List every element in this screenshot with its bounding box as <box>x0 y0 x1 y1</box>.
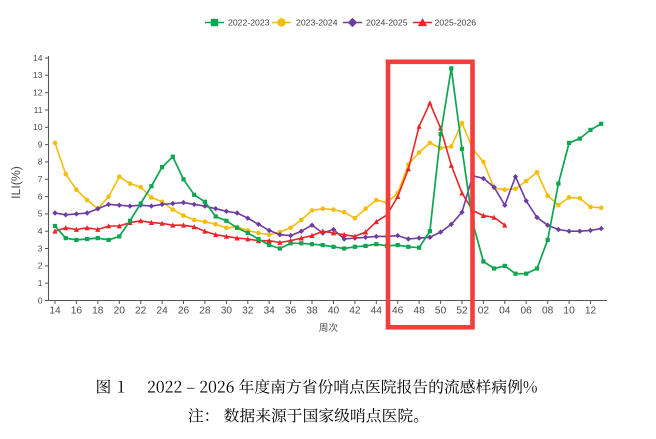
svg-text:13: 13 <box>33 70 43 80</box>
svg-text:5: 5 <box>38 209 43 219</box>
svg-text:14: 14 <box>33 53 43 63</box>
svg-text:2022-2023: 2022-2023 <box>228 18 270 28</box>
svg-text:06: 06 <box>521 306 533 317</box>
svg-text:24: 24 <box>156 306 168 317</box>
svg-text:3: 3 <box>38 243 43 253</box>
svg-text:2023-2024: 2023-2024 <box>296 18 338 28</box>
svg-text:50: 50 <box>435 306 447 317</box>
svg-text:46: 46 <box>392 306 404 317</box>
svg-text:42: 42 <box>349 306 361 317</box>
svg-text:4: 4 <box>38 226 43 236</box>
svg-text:8: 8 <box>38 157 43 167</box>
svg-text:04: 04 <box>499 306 511 317</box>
svg-text:30: 30 <box>221 306 233 317</box>
svg-text:18: 18 <box>92 306 104 317</box>
svg-text:14: 14 <box>49 306 61 317</box>
svg-text:12: 12 <box>585 306 597 317</box>
svg-text:0: 0 <box>38 295 43 305</box>
svg-text:20: 20 <box>114 306 126 317</box>
svg-text:2: 2 <box>38 261 43 271</box>
svg-text:10: 10 <box>33 122 43 132</box>
svg-text:34: 34 <box>264 306 276 317</box>
svg-text:2024-2025: 2024-2025 <box>366 18 408 28</box>
svg-text:38: 38 <box>306 306 318 317</box>
svg-text:08: 08 <box>542 306 554 317</box>
svg-text:ILI(%): ILI(%) <box>9 166 23 199</box>
svg-text:26: 26 <box>178 306 190 317</box>
svg-text:32: 32 <box>242 306 254 317</box>
svg-text:7: 7 <box>38 174 43 184</box>
svg-text:12: 12 <box>33 88 43 98</box>
svg-text:1: 1 <box>38 278 43 288</box>
svg-text:02: 02 <box>478 306 490 317</box>
svg-text:48: 48 <box>413 306 425 317</box>
svg-text:10: 10 <box>563 306 575 317</box>
svg-text:2025-2026: 2025-2026 <box>435 18 477 28</box>
svg-text:28: 28 <box>199 306 211 317</box>
svg-text:11: 11 <box>34 105 43 115</box>
svg-text:6: 6 <box>38 191 43 201</box>
svg-text:9: 9 <box>38 139 43 149</box>
svg-text:16: 16 <box>71 306 83 317</box>
svg-text:44: 44 <box>371 306 383 317</box>
svg-text:52: 52 <box>456 306 468 317</box>
svg-text:36: 36 <box>285 306 297 317</box>
svg-text:22: 22 <box>135 306 147 317</box>
svg-text:40: 40 <box>328 306 340 317</box>
